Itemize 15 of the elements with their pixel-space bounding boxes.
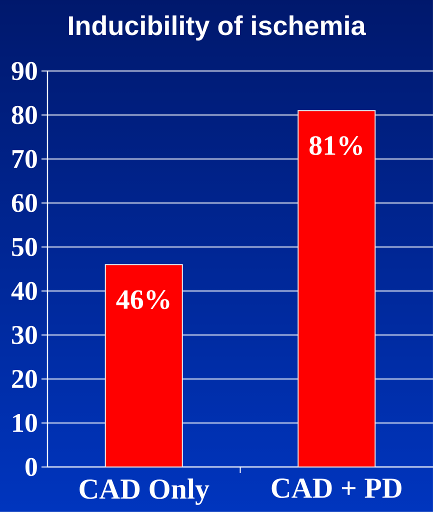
y-tick-label: 60 (12, 194, 37, 212)
y-tick-label: 10 (13, 414, 37, 432)
data-label: 81% (310, 136, 362, 156)
chart-title: Inducibility of ischemia (69, 15, 366, 41)
data-label: 46% (116, 290, 170, 310)
y-tick-label: 40 (11, 282, 37, 300)
y-tick-label: 80 (12, 106, 37, 124)
y-tick-label: 50 (12, 238, 37, 256)
y-tick-label: 30 (12, 326, 37, 344)
y-tick-label: 90 (12, 62, 37, 80)
x-tick-label: CAD + PD (272, 478, 402, 498)
y-tick-label: 0 (26, 458, 37, 476)
x-tick-label: CAD Only (80, 478, 210, 505)
y-tick-label: 70 (12, 150, 37, 168)
y-tick-label: 20 (12, 370, 37, 388)
